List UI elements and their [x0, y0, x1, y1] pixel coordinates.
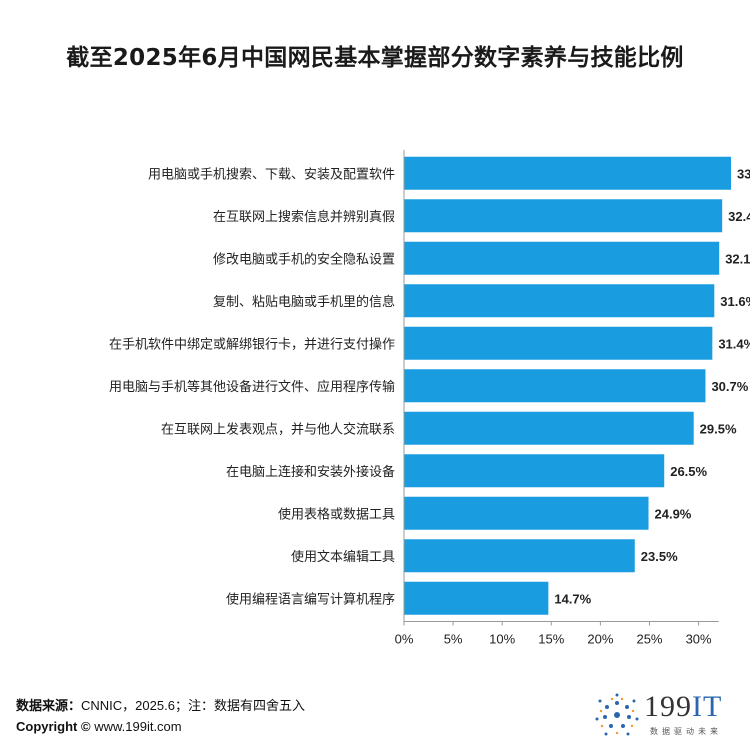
value-label: 26.5% [670, 464, 707, 479]
bar-chart: 用电脑或手机搜索、下载、安装及配置软件 33.3% 在互联网上搜索信息并辨别真假 32… [109, 150, 750, 647]
category-label: 在互联网上发表观点，并与他人交流联系 [161, 421, 395, 437]
category-label: 在互联网上搜索信息并辨别真假 [213, 209, 395, 225]
bar [404, 496, 649, 530]
value-label: 31.4% [718, 336, 750, 351]
x-tick-label: 0% [395, 632, 414, 647]
copyright-note: Copyright © www.199it.com [16, 719, 182, 734]
value-label: 32.1% [725, 251, 750, 266]
value-label: 32.4% [728, 209, 750, 224]
x-tick-label: 25% [636, 632, 662, 647]
category-label: 复制、粘贴电脑或手机里的信息 [213, 294, 395, 310]
bar [404, 411, 694, 445]
bar [404, 539, 635, 573]
category-label: 使用编程语言编写计算机程序 [226, 591, 395, 607]
copyright-text: www.199it.com [90, 719, 182, 734]
bar [404, 326, 713, 360]
value-label: 23.5% [641, 549, 678, 564]
value-label: 31.6% [720, 294, 750, 309]
bar [404, 369, 706, 403]
bar [404, 581, 549, 615]
category-label: 在电脑上连接和安装外接设备 [226, 464, 395, 480]
category-label: 修改电脑或手机的安全隐私设置 [213, 251, 395, 267]
bar [404, 156, 731, 190]
value-label: 33.3% [737, 166, 750, 181]
logo-text: 199IT [644, 690, 723, 723]
x-tick-label: 15% [538, 632, 564, 647]
copyright-label: Copyright © [16, 719, 91, 734]
source-text: CNNIC，2025.6；注：数据有四舍五入 [81, 698, 305, 713]
value-label: 29.5% [700, 421, 737, 436]
value-label: 24.9% [655, 506, 692, 521]
value-label: 30.7% [711, 379, 748, 394]
logo-subtitle: 数据驱动未来 [650, 727, 722, 736]
category-label: 使用文本编辑工具 [291, 549, 395, 565]
x-tick-label: 5% [444, 632, 463, 647]
category-label: 在手机软件中绑定或解绑银行卡，并进行支付操作 [109, 336, 395, 352]
category-label: 使用表格或数据工具 [278, 506, 395, 522]
bar [404, 454, 665, 488]
bar [404, 284, 715, 318]
x-tick-label: 20% [587, 632, 613, 647]
data-source-note: 数据来源：CNNIC，2025.6；注：数据有四舍五入 [16, 695, 305, 714]
category-label: 用电脑或手机搜索、下载、安装及配置软件 [148, 167, 395, 182]
x-tick-label: 30% [686, 632, 712, 647]
category-label: 用电脑与手机等其他设备进行文件、应用程序传输 [109, 379, 395, 395]
chart-title: 截至2025年6月中国网民基本掌握部分数字素养与技能比例 [66, 45, 684, 71]
brand-logo: 199IT 数据驱动未来 [592, 690, 742, 740]
source-label: 数据来源： [16, 698, 82, 713]
logo-burst-icon [595, 693, 639, 736]
bar [404, 241, 720, 275]
x-tick-label: 10% [489, 632, 515, 647]
bar [404, 199, 723, 233]
value-label: 14.7% [554, 591, 591, 606]
